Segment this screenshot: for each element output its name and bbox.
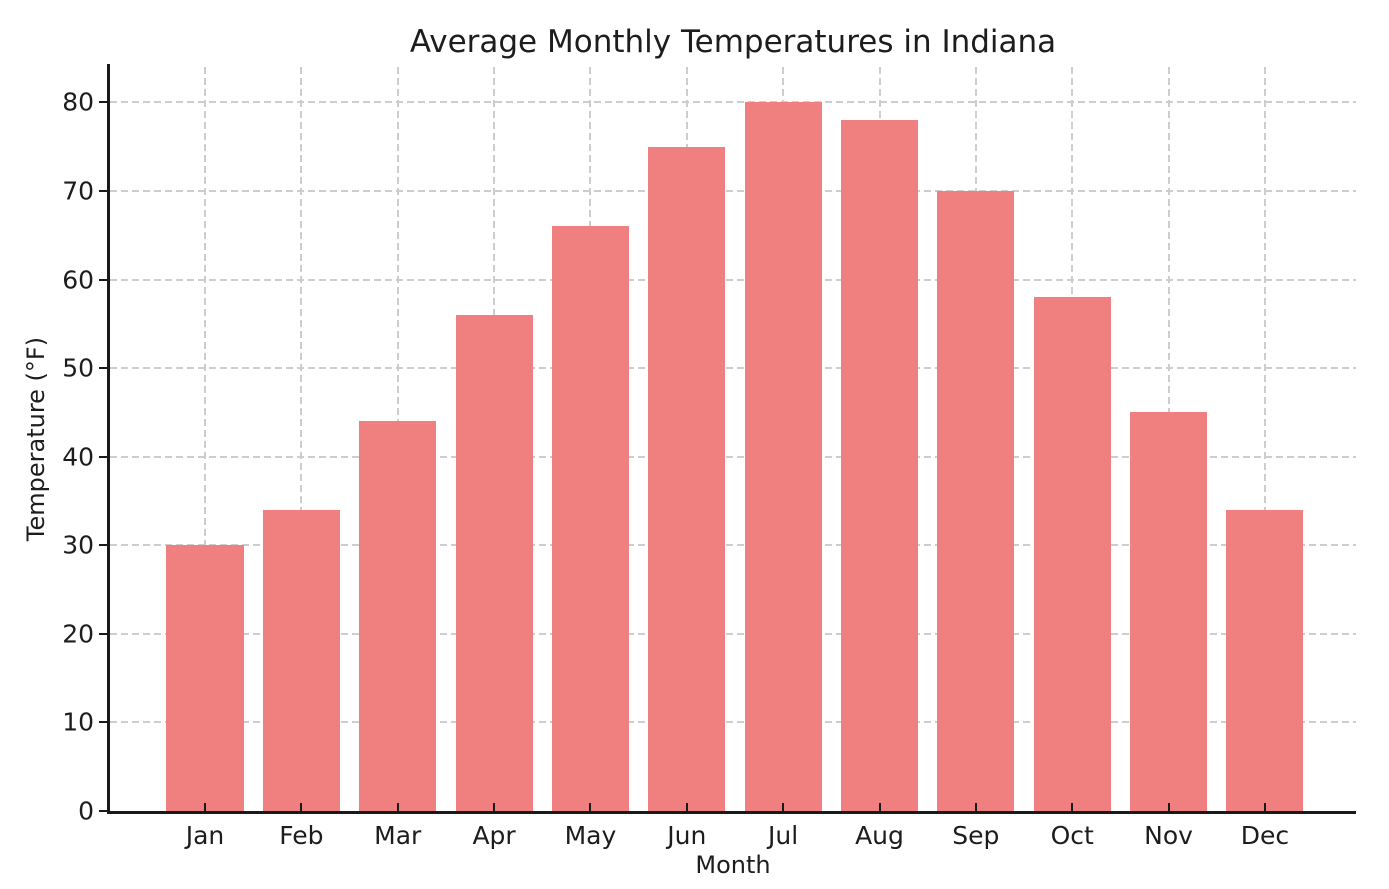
x-tick-label-apr: Apr <box>472 821 516 850</box>
y-tick-label-0: 0 <box>78 796 94 826</box>
x-tick-label-jun: Jun <box>667 821 707 850</box>
gridline-h-80 <box>110 101 1356 104</box>
gridline-v-jan <box>204 67 206 811</box>
y-tick-mark-80 <box>99 101 108 104</box>
y-tick-label-60: 60 <box>62 265 94 295</box>
bar-apr <box>455 315 533 811</box>
gridline-h-40 <box>110 455 1356 458</box>
bar-may <box>551 226 629 811</box>
x-tick-mark-apr <box>493 803 496 811</box>
x-tick-label-mar: Mar <box>374 821 422 850</box>
bar-jan <box>166 545 244 811</box>
x-tick-mark-jun <box>685 803 688 811</box>
y-tick-mark-40 <box>99 455 108 458</box>
x-tick-label-sep: Sep <box>952 821 1000 850</box>
y-tick-mark-30 <box>99 544 108 547</box>
x-tick-label-dec: Dec <box>1240 821 1290 850</box>
gridline-h-20 <box>110 632 1356 635</box>
x-axis-label: Month <box>695 851 771 879</box>
x-tick-label-oct: Oct <box>1050 821 1094 850</box>
x-tick-mark-aug <box>878 803 881 811</box>
y-tick-label-40: 40 <box>62 442 94 472</box>
bar-feb <box>262 509 340 811</box>
x-tick-mark-sep <box>974 803 977 811</box>
gridline-h-30 <box>110 544 1356 547</box>
x-tick-mark-mar <box>396 803 399 811</box>
bar-nov <box>1130 412 1208 811</box>
y-tick-mark-10 <box>99 721 108 724</box>
gridline-v-feb <box>300 67 303 811</box>
x-tick-mark-jul <box>782 803 785 811</box>
y-tick-label-20: 20 <box>62 619 94 649</box>
gridline-v-dec <box>1263 67 1266 811</box>
x-tick-label-jan: Jan <box>185 821 225 850</box>
bar-mar <box>359 421 437 811</box>
bar-oct <box>1033 297 1111 811</box>
x-tick-mark-nov <box>1167 803 1170 811</box>
x-tick-label-nov: Nov <box>1144 821 1193 850</box>
gridline-h-60 <box>110 278 1356 281</box>
x-tick-mark-dec <box>1263 803 1266 811</box>
gridline-h-10 <box>110 721 1356 724</box>
x-tick-label-aug: Aug <box>855 821 904 850</box>
bar-dec <box>1226 509 1304 811</box>
x-tick-label-feb: Feb <box>279 821 324 850</box>
x-tick-mark-may <box>589 803 592 811</box>
y-tick-mark-50 <box>99 367 108 370</box>
bar-sep <box>937 191 1015 811</box>
bar-jul <box>744 102 822 811</box>
x-tick-label-may: May <box>564 821 617 850</box>
y-tick-label-50: 50 <box>62 353 94 383</box>
y-tick-mark-20 <box>99 632 108 635</box>
x-tick-mark-oct <box>1071 803 1074 811</box>
gridline-h-50 <box>110 367 1356 370</box>
chart-title: Average Monthly Temperatures in Indiana <box>409 24 1057 60</box>
y-tick-mark-0 <box>99 810 108 812</box>
x-tick-mark-jan <box>204 803 206 811</box>
y-tick-label-70: 70 <box>62 176 94 206</box>
y-tick-mark-60 <box>99 278 108 281</box>
bar-jun <box>648 146 726 811</box>
gridline-h-70 <box>110 190 1356 192</box>
x-tick-mark-feb <box>300 803 303 811</box>
y-tick-label-10: 10 <box>62 707 94 737</box>
x-axis-spine <box>107 811 1356 814</box>
x-tick-label-jul: Jul <box>768 821 799 850</box>
y-tick-mark-70 <box>99 190 108 192</box>
y-tick-label-80: 80 <box>62 87 94 117</box>
bar-aug <box>840 120 919 811</box>
plot-area <box>110 67 1356 811</box>
y-tick-label-30: 30 <box>62 530 94 560</box>
y-axis-spine <box>107 64 110 814</box>
